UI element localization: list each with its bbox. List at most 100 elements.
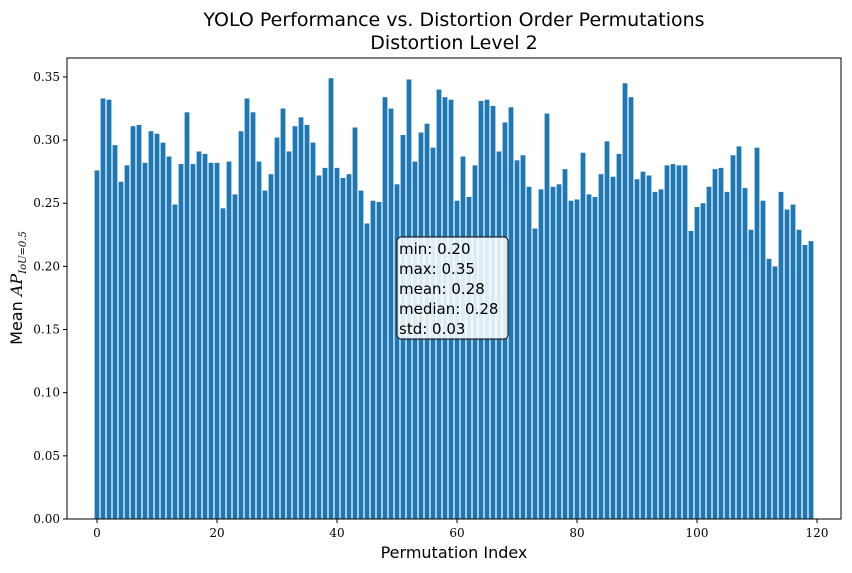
bar-80 [574, 199, 580, 519]
bar-116 [790, 204, 796, 519]
bar-60 [454, 200, 460, 519]
bar-20 [214, 162, 220, 519]
bar-25 [244, 98, 250, 520]
bar-103 [712, 169, 718, 519]
plot-frame [66, 57, 842, 520]
bar-39 [328, 78, 334, 520]
bar-4 [118, 181, 124, 519]
bar-96 [670, 164, 676, 519]
bar-28 [262, 190, 268, 519]
bar-33 [292, 126, 298, 519]
bar-31 [280, 108, 286, 520]
stats-min: min: 0.20 [399, 240, 471, 258]
bar-9 [148, 131, 154, 519]
bar-22 [226, 161, 232, 519]
bar-19 [208, 162, 214, 519]
chart-title: YOLO Performance vs. Distortion Order Pe… [202, 9, 704, 31]
bar-85 [604, 141, 610, 520]
y-tick-label: 0.20 [33, 259, 60, 273]
bar-71 [520, 155, 526, 519]
bar-11 [160, 142, 166, 519]
bar-24 [238, 131, 244, 519]
bar-14 [178, 164, 184, 519]
bar-36 [310, 142, 316, 519]
bar-8 [142, 162, 148, 519]
bar-49 [388, 108, 394, 520]
bar-41 [340, 177, 346, 520]
bar-34 [298, 117, 304, 520]
bar-6 [130, 126, 136, 519]
y-axis-label: Mean APIoU=0.5 [7, 231, 29, 345]
stats-max: max: 0.35 [399, 260, 475, 278]
bar-100 [694, 207, 700, 520]
bar-88 [622, 83, 628, 519]
bar-107 [736, 146, 742, 519]
bar-92 [646, 175, 652, 519]
bar-69 [508, 107, 514, 519]
stats-mean: mean: 0.28 [399, 280, 485, 298]
bar-115 [784, 209, 790, 519]
bar-29 [268, 174, 274, 519]
bar-16 [190, 164, 196, 519]
y-tick-label: 0.25 [33, 196, 60, 210]
bar-21 [220, 208, 226, 520]
bar-42 [346, 174, 352, 519]
bar-109 [748, 229, 754, 519]
bar-43 [352, 127, 358, 519]
bar-26 [250, 112, 256, 519]
bar-63 [472, 165, 478, 520]
bar-2 [106, 99, 112, 520]
bar-113 [772, 266, 778, 519]
bar-91 [640, 171, 646, 520]
x-tick-label: 0 [93, 526, 101, 540]
bar-12 [166, 156, 172, 519]
bar-108 [742, 188, 748, 519]
x-tick-label: 60 [449, 526, 464, 540]
bar-104 [718, 167, 724, 519]
stats-box: min: 0.20 max: 0.35 mean: 0.28 median: 0… [396, 236, 509, 340]
bar-73 [532, 228, 538, 519]
bar-101 [700, 203, 706, 519]
bar-7 [136, 124, 142, 519]
bar-114 [778, 191, 784, 519]
bar-5 [124, 165, 130, 520]
bar-75 [544, 113, 550, 519]
bar-82 [586, 194, 592, 519]
bar-81 [580, 152, 586, 520]
y-axis-label-math: AP [7, 274, 26, 299]
bar-72 [526, 186, 532, 519]
y-tick-label: 0.30 [33, 133, 60, 147]
bar-30 [274, 137, 280, 519]
x-axis-label: Permutation Index [381, 543, 528, 562]
bar-70 [514, 160, 520, 520]
bar-45 [364, 223, 370, 519]
bar-87 [616, 153, 622, 520]
bar-38 [322, 167, 328, 519]
bar-32 [286, 151, 292, 519]
bar-53 [412, 161, 418, 519]
bar-23 [232, 194, 238, 519]
bar-106 [730, 155, 736, 519]
y-axis-label-prefix: Mean [7, 296, 26, 345]
bar-95 [664, 165, 670, 520]
bar-48 [382, 97, 388, 520]
y-axis-label-subscript: IoU=0.5 [18, 231, 29, 275]
bar-112 [766, 258, 772, 519]
x-tick-label: 40 [329, 526, 344, 540]
chart-subtitle: Distortion Level 2 [370, 32, 537, 54]
bar-119 [808, 241, 814, 519]
bar-13 [172, 204, 178, 519]
bar-37 [316, 175, 322, 519]
bar-47 [376, 201, 382, 520]
bar-78 [562, 169, 568, 519]
bar-1 [100, 98, 106, 520]
bar-50 [394, 184, 400, 520]
bar-89 [628, 97, 634, 520]
stats-median: median: 0.28 [399, 300, 498, 318]
x-tick-label: 120 [806, 526, 829, 540]
bar-77 [556, 184, 562, 520]
bar-97 [676, 165, 682, 520]
y-tick-label: 0.05 [33, 449, 60, 463]
bar-118 [802, 244, 808, 519]
